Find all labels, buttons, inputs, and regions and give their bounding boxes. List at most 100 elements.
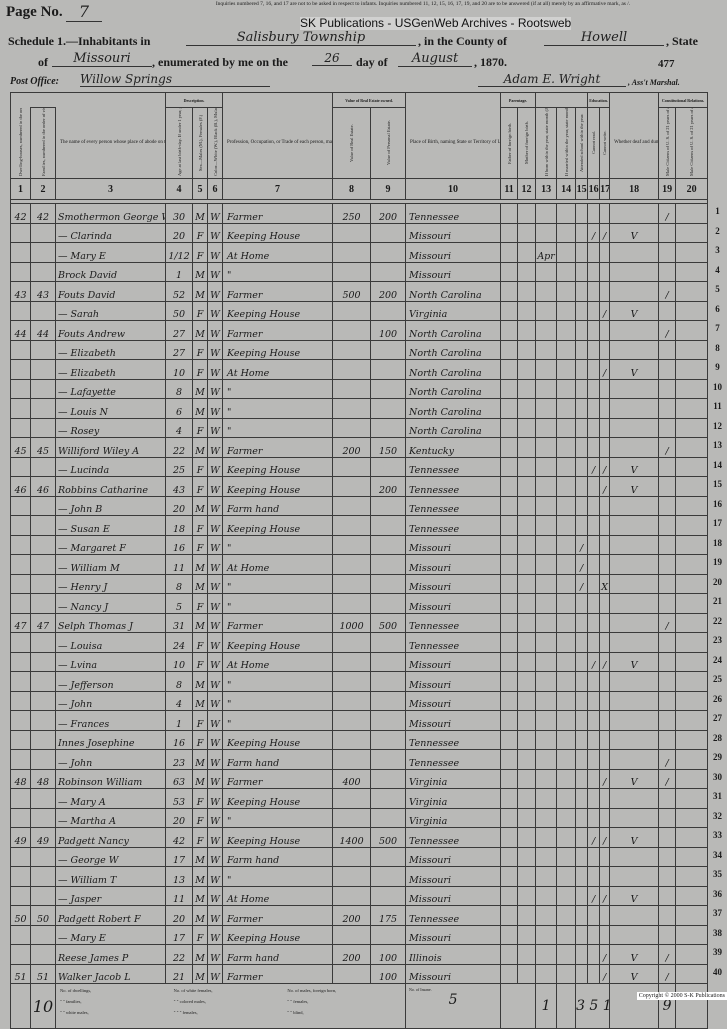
cell-personal-estate: 150 — [370, 437, 407, 458]
cell-mother-foreign — [517, 359, 537, 380]
column-header-15: Attended school within the year. — [575, 107, 589, 179]
cell-sex: M — [192, 768, 209, 789]
cell-attended-school — [575, 593, 589, 614]
summary-label: " " " females, — [173, 1010, 198, 1015]
cell-cannot-write: / — [599, 963, 611, 984]
cell-disability: V — [609, 476, 660, 497]
cell-personal-estate: 500 — [370, 612, 407, 633]
cell-sex: F — [192, 924, 209, 945]
cell-disability: V — [609, 651, 660, 672]
cell-personal-estate — [370, 924, 407, 945]
cell-real-estate — [332, 846, 372, 867]
cell-sex: F — [192, 534, 209, 555]
cell-personal-estate — [370, 573, 407, 594]
cell-cannot-write — [599, 749, 611, 770]
cell-personal-estate — [370, 749, 407, 770]
cell-real-estate — [332, 554, 372, 575]
summary-label: No. of white females, — [173, 988, 213, 993]
table-row: 45 45 Williford Wiley A 22 M W Farmer 200 150 Ken… — [10, 437, 709, 458]
copyright: Copyright © 2000 S-K Publications — [636, 992, 727, 1000]
cell-father-foreign — [500, 885, 519, 906]
insane-cell: No. of Insane. 5 — [405, 983, 502, 1029]
divider-line — [9, 199, 709, 204]
cell-father-foreign — [500, 593, 519, 614]
cell-male-citizen — [658, 300, 677, 321]
cell-mother-foreign — [517, 456, 537, 477]
county: Howell — [544, 30, 664, 46]
cell-age: 10 — [165, 359, 194, 380]
table-row: 43 43 Fouts David 52 M W Farmer 500 200 North Car… — [10, 281, 709, 302]
cell-age: 10 — [165, 651, 194, 672]
cell-personal-estate — [370, 807, 407, 828]
cell-personal-estate: 100 — [370, 944, 407, 965]
table-row: — Mary E 17 F W Keeping House Missouri — [10, 924, 709, 945]
cell-sex: F — [192, 593, 209, 614]
cell-dwelling — [10, 534, 31, 555]
table-row: Brock David 1 M W " Missouri — [10, 261, 709, 282]
cell-born-month — [535, 905, 558, 926]
cell-attended-school — [575, 320, 589, 341]
cell-dwelling — [10, 339, 31, 360]
cell-attended-school: / — [575, 554, 589, 575]
cell-sex: M — [192, 437, 209, 458]
cell-cannot-read: / — [587, 222, 601, 243]
cell-married-month — [556, 359, 577, 380]
cell-married-month — [556, 866, 577, 887]
cell-real-estate — [332, 456, 372, 477]
cell-occupation: At Home — [222, 651, 334, 672]
cell-cannot-read — [587, 788, 601, 809]
cell-cannot-read — [587, 749, 601, 770]
cell-family — [30, 710, 56, 731]
line-number: 36 — [713, 888, 722, 899]
cell-cannot-write: / — [599, 768, 611, 789]
cell-cannot-read — [587, 924, 601, 945]
cell-cannot-write: / — [599, 222, 611, 243]
cell-male-citizen — [658, 690, 677, 711]
line-number: 2 — [715, 225, 720, 236]
cell-color: W — [207, 242, 224, 263]
cell-vote-denied — [675, 300, 709, 321]
cell-personal-estate: 500 — [370, 827, 407, 848]
cell-male-citizen — [658, 456, 677, 477]
cell-personal-estate — [370, 690, 407, 711]
summary-label: No. of dwellings, — [60, 988, 92, 993]
cell-attended-school — [575, 846, 589, 867]
cell-attended-school — [575, 378, 589, 399]
cell-occupation: " — [222, 671, 334, 692]
cell-sex: F — [192, 710, 209, 731]
cell-age: 4 — [165, 417, 194, 438]
cell-cannot-write — [599, 729, 611, 750]
cell-vote-denied — [675, 710, 709, 731]
cell-father-foreign — [500, 515, 519, 536]
table-row: — Mary A 53 F W Keeping House Virginia — [10, 788, 709, 809]
cell-sex: F — [192, 788, 209, 809]
cell-married-month — [556, 671, 577, 692]
cell-cannot-write — [599, 339, 611, 360]
cell-father-foreign — [500, 203, 519, 224]
cell-born-month — [535, 320, 558, 341]
table-row: 51 51 Walker Jacob L 21 M W Farmer 100 Missouri /… — [10, 963, 709, 984]
day: 26 — [312, 51, 352, 66]
cell-mother-foreign — [517, 905, 537, 926]
cell-vote-denied — [675, 456, 709, 477]
cell-occupation: " — [222, 866, 334, 887]
cell-color: W — [207, 866, 224, 887]
cell-color: W — [207, 476, 224, 497]
cell-age: 8 — [165, 671, 194, 692]
divider — [9, 199, 709, 204]
line-number: 35 — [713, 869, 722, 879]
cell-attended-school — [575, 261, 589, 282]
cell-real-estate — [332, 788, 372, 809]
cell-real-estate — [332, 807, 372, 828]
census-table: Description. Value of Real Estate owned. P… — [9, 92, 709, 1029]
cell-birthplace: Missouri — [405, 924, 502, 945]
cell-mother-foreign — [517, 476, 537, 497]
cell-father-foreign — [500, 339, 519, 360]
column-number: 6 — [207, 178, 224, 200]
cell-dwelling — [10, 690, 31, 711]
cell-sex: M — [192, 612, 209, 633]
cell-color: W — [207, 515, 224, 536]
cell-married-month — [556, 573, 577, 594]
cell-mother-foreign — [517, 827, 537, 848]
cell-birthplace: Virginia — [405, 300, 502, 321]
